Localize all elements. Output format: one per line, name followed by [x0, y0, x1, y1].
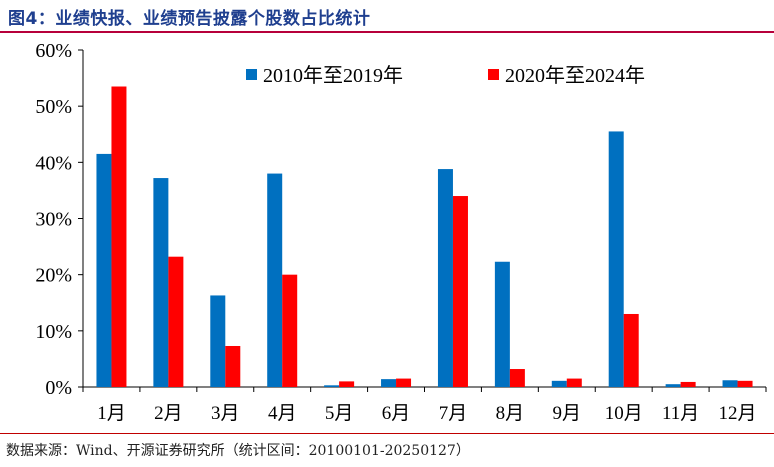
source-note: 数据来源：Wind、开源证券研究所（统计区间：20100101-20250127… [6, 443, 470, 459]
bar-series-1 [494, 261, 510, 387]
bar-series-1 [551, 380, 567, 387]
legend-swatch-2 [488, 69, 499, 80]
bar-series-2 [339, 381, 355, 387]
bar-series-1 [665, 384, 681, 387]
y-tick-label: 30% [35, 209, 72, 231]
bar-chart: 0%10%20%30%40%50%60% 1月 2月 3月 4月 5月 6月 7月 8月 9月 1… [35, 40, 767, 424]
x-tick-label: 9月 [553, 403, 582, 424]
y-axis: 0% 10% 20% 30% 40% 50% 60% [35, 40, 84, 399]
y-tick-label: 0% [45, 377, 72, 399]
bar-series-2 [623, 313, 639, 387]
bar-series-2 [282, 274, 298, 387]
x-tick-label: 1月 [97, 403, 126, 424]
bar-series-2 [168, 256, 184, 387]
x-tick-label: 7月 [439, 403, 468, 424]
bar-series-2 [737, 380, 753, 387]
x-tick-label: 10月 [605, 403, 643, 424]
x-tick-label: 11月 [662, 403, 699, 424]
legend: 2010年至2019年 2020年至2024年 [246, 64, 645, 87]
bar-series-1 [153, 178, 169, 387]
bar-series-1 [608, 131, 624, 387]
x-tick-label: 2月 [154, 403, 183, 424]
bar-series-2 [396, 378, 412, 387]
y-tick-label: 50% [35, 96, 72, 118]
x-tick-label: 4月 [268, 403, 297, 424]
x-tick-label: 5月 [325, 403, 354, 424]
y-tick-label: 40% [35, 152, 72, 174]
legend-swatch-1 [246, 69, 257, 80]
x-tick-label: 6月 [382, 403, 411, 424]
bar-series-2 [111, 86, 127, 387]
bar-series-1 [722, 380, 738, 387]
source-divider [0, 433, 774, 434]
figure-title: 图4：业绩快报、业绩预告披露个股数占比统计 [8, 9, 371, 29]
bar-series-1 [96, 153, 112, 387]
y-tick-label: 20% [35, 265, 72, 287]
bar-series-2 [509, 369, 525, 387]
bar-series-1 [324, 385, 340, 387]
y-tick-label: 60% [35, 40, 72, 62]
bar-series-2 [566, 378, 582, 387]
x-axis: 1月 2月 3月 4月 5月 6月 7月 8月 9月 10月 11月 12月 [82, 386, 767, 424]
bar-series-1 [210, 295, 226, 387]
legend-label-1: 2010年至2019年 [263, 64, 403, 87]
bars [96, 86, 753, 387]
x-tick-label: 3月 [211, 403, 240, 424]
bar-series-2 [680, 381, 696, 387]
legend-label-2: 2020年至2024年 [505, 64, 645, 87]
bar-series-1 [381, 379, 397, 387]
bar-series-1 [267, 173, 283, 387]
bar-series-2 [452, 196, 468, 387]
x-tick-label: 12月 [719, 403, 757, 424]
title-divider [0, 31, 774, 33]
x-tick-label: 8月 [496, 403, 525, 424]
bar-series-1 [437, 169, 453, 387]
y-tick-label: 10% [35, 321, 72, 343]
bar-series-2 [225, 345, 241, 387]
